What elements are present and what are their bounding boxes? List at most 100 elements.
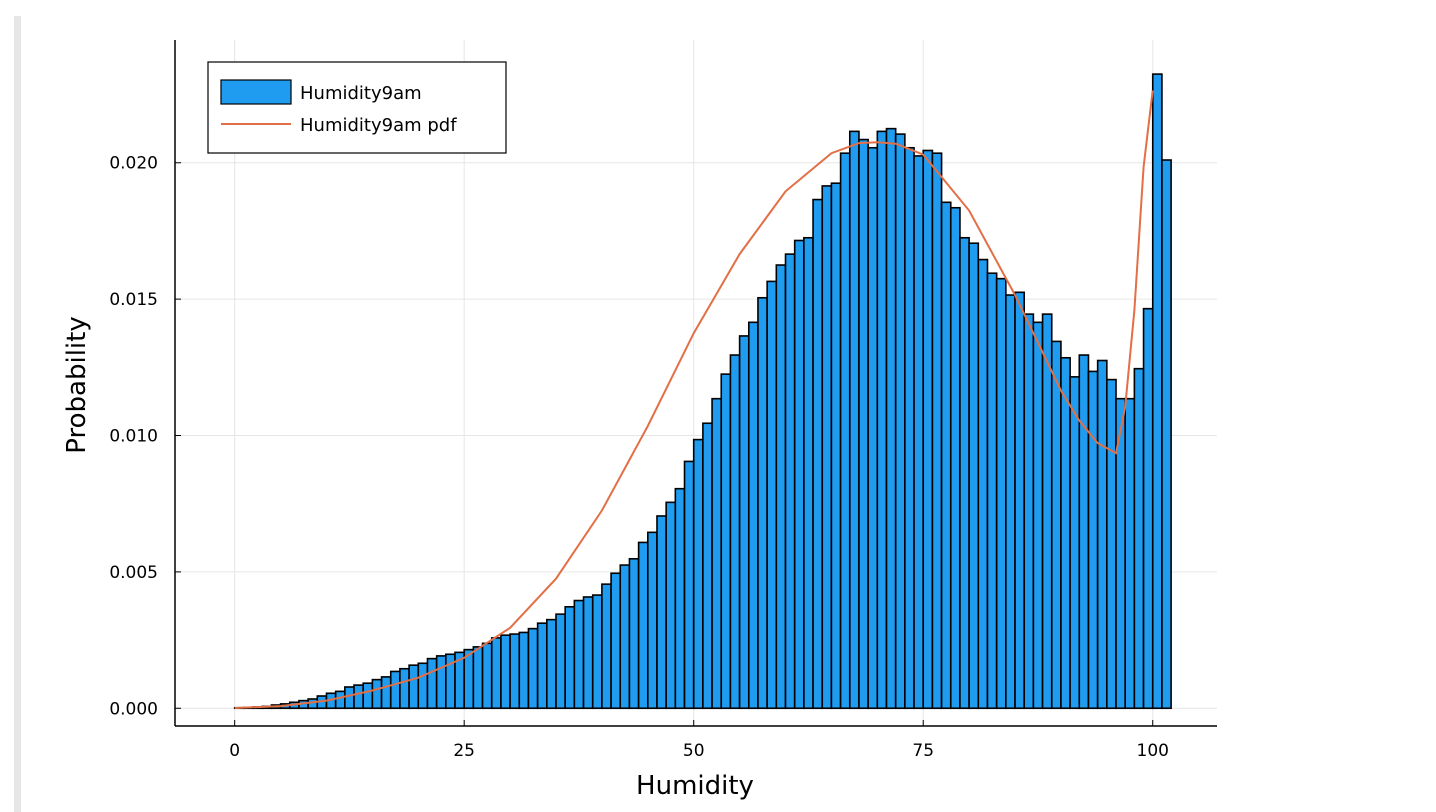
y-tick-label-0: 0.000 bbox=[109, 699, 158, 719]
histogram-bar-69 bbox=[867, 146, 879, 710]
histogram-bar-37 bbox=[573, 599, 585, 710]
histogram-bar-72 bbox=[894, 133, 906, 710]
histogram-bar-74 bbox=[913, 155, 925, 710]
histogram-bar-64 bbox=[821, 185, 833, 710]
histogram-bar-84 bbox=[1005, 294, 1016, 710]
histogram-bar-65 bbox=[830, 182, 842, 710]
histogram-bar-53 bbox=[720, 373, 732, 710]
y-tick-label-4: 0.020 bbox=[109, 154, 158, 174]
histogram-bar-77 bbox=[940, 201, 952, 710]
histogram-bar-30 bbox=[509, 633, 521, 710]
histogram-bar-56 bbox=[747, 321, 759, 710]
histogram-bar-85 bbox=[1014, 291, 1026, 710]
histogram-bar-55 bbox=[738, 335, 750, 710]
histogram-bar-79 bbox=[959, 236, 970, 710]
x-tick-label-0: 0 bbox=[229, 741, 240, 761]
histogram-bar-39 bbox=[591, 594, 603, 710]
histogram-bars bbox=[233, 73, 1172, 710]
histogram-bar-67 bbox=[848, 130, 860, 710]
histogram-bar-86 bbox=[1023, 313, 1035, 710]
histogram-bar-68 bbox=[858, 138, 869, 710]
histogram-bar-94 bbox=[1096, 359, 1108, 710]
histogram-bar-99 bbox=[1142, 307, 1154, 710]
histogram-bar-92 bbox=[1078, 354, 1090, 710]
histogram-bar-28 bbox=[490, 637, 502, 710]
histogram-bar-47 bbox=[665, 501, 677, 710]
histogram-bar-31 bbox=[518, 631, 530, 710]
histogram-bar-52 bbox=[711, 397, 723, 710]
x-tick-label-2: 50 bbox=[683, 741, 705, 761]
histogram-bar-66 bbox=[839, 152, 851, 710]
histogram-bar-22 bbox=[435, 655, 447, 710]
legend-label-histogram: Humidity9am bbox=[300, 83, 422, 104]
legend: Humidity9am Humidity9am pdf bbox=[207, 61, 507, 154]
histogram-bar-42 bbox=[619, 564, 631, 710]
legend-label-pdf: Humidity9am pdf bbox=[300, 115, 457, 136]
histogram-bar-16 bbox=[380, 676, 392, 710]
histogram-bar-44 bbox=[637, 541, 649, 710]
histogram-bar-89 bbox=[1050, 340, 1062, 710]
histogram-bar-80 bbox=[968, 242, 980, 710]
histogram-bar-26 bbox=[472, 646, 484, 710]
pdf-curve bbox=[234, 90, 1154, 709]
legend-swatch-histogram bbox=[220, 79, 292, 105]
histogram-bar-83 bbox=[995, 277, 1007, 710]
histogram-bar-38 bbox=[582, 596, 594, 710]
histogram-bar-76 bbox=[931, 152, 943, 710]
histogram-bar-48 bbox=[674, 487, 686, 710]
y-tick-label-3: 0.015 bbox=[109, 290, 158, 310]
histogram-bar-58 bbox=[766, 280, 778, 710]
histogram-bar-21 bbox=[426, 657, 438, 710]
histogram-bar-13 bbox=[353, 684, 365, 710]
histogram-bar-43 bbox=[628, 557, 640, 710]
histogram-bar-15 bbox=[371, 678, 383, 710]
histogram-bar-45 bbox=[647, 531, 658, 710]
histogram-bar-49 bbox=[683, 460, 695, 710]
x-tick-label-4: 100 bbox=[1137, 741, 1169, 761]
histogram-bar-101 bbox=[1161, 159, 1172, 710]
histogram-bar-75 bbox=[922, 149, 934, 710]
y-tick-label-1: 0.005 bbox=[109, 563, 158, 583]
histogram-bar-90 bbox=[1060, 356, 1071, 710]
histogram-bar-71 bbox=[885, 127, 897, 710]
histogram-bar-62 bbox=[803, 236, 814, 710]
histogram-bar-78 bbox=[949, 206, 961, 710]
y-tick-label-2: 0.010 bbox=[109, 427, 158, 447]
y-axis-title: Probability bbox=[62, 316, 92, 453]
histogram-bar-97 bbox=[1124, 397, 1136, 710]
histogram-bar-59 bbox=[775, 264, 787, 710]
histogram-bar-82 bbox=[986, 272, 998, 710]
histogram-bar-29 bbox=[500, 634, 511, 710]
histogram-bar-25 bbox=[463, 648, 475, 710]
histogram-bar-50 bbox=[692, 438, 704, 710]
histogram-bar-20 bbox=[417, 662, 429, 710]
x-tick-label-1: 25 bbox=[453, 741, 475, 761]
histogram-bar-87 bbox=[1032, 321, 1044, 710]
histogram-bar-57 bbox=[757, 296, 768, 710]
histogram-bar-60 bbox=[784, 253, 796, 710]
histogram-bar-35 bbox=[555, 613, 566, 710]
histogram-bar-33 bbox=[536, 622, 548, 710]
histogram-bar-34 bbox=[546, 618, 557, 710]
histogram-bar-51 bbox=[702, 422, 713, 710]
histogram-bar-41 bbox=[610, 572, 622, 710]
histogram-bar-19 bbox=[408, 664, 420, 710]
axes bbox=[174, 40, 1217, 727]
legend-box bbox=[207, 61, 507, 154]
histogram-bar-88 bbox=[1041, 313, 1053, 710]
histogram-bar-14 bbox=[362, 682, 374, 710]
histogram-bar-93 bbox=[1087, 370, 1099, 710]
histogram-bar-100 bbox=[1151, 73, 1163, 710]
pdf-curve-layer bbox=[234, 90, 1154, 709]
histogram-bar-81 bbox=[977, 258, 989, 710]
histogram-bar-27 bbox=[481, 642, 493, 710]
histogram-bar-46 bbox=[656, 515, 667, 710]
histogram-bar-73 bbox=[904, 146, 915, 710]
histogram-bar-70 bbox=[876, 130, 888, 710]
tick-labels: 0 25 50 75 100 0.000 0.005 0.010 0.015 0.020 bbox=[109, 154, 1169, 761]
histogram-bar-12 bbox=[344, 686, 355, 710]
histogram-bar-61 bbox=[793, 239, 805, 710]
x-tick-label-3: 75 bbox=[912, 741, 934, 761]
histogram-bar-91 bbox=[1069, 376, 1081, 710]
